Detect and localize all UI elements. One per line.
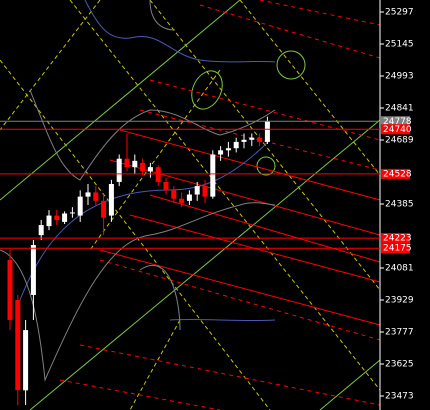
candle-body [77,196,83,216]
candle-body [38,225,44,236]
candle-body [249,137,255,140]
price-label: 24175 [383,244,412,254]
candle-body [132,160,138,168]
y-tick-label: 24385 [385,200,414,210]
price-label: 24778 [383,117,412,127]
candle-body [46,215,52,227]
candle-body [202,186,208,197]
candle-body [15,300,21,391]
candle-body [54,215,60,220]
candle-body [7,260,13,320]
price-label-box [381,124,410,135]
candle-body [101,200,107,218]
y-tick-label: 24081 [385,264,414,274]
candle-body [23,330,29,391]
candle-body [186,194,192,201]
y-tick-label: 25297 [385,8,414,18]
green-lines [0,0,381,410]
y-tick-label: 25145 [385,40,414,50]
candle-body [93,192,99,201]
price-label-box [381,116,410,127]
candle-body [179,198,185,203]
candle-body [69,212,75,214]
candle-body [147,167,153,172]
candle-body [163,181,169,191]
price-label-box [381,168,410,179]
candle-body [108,184,114,216]
candle-body [155,167,161,182]
price-label: 24528 [383,169,412,179]
y-tick-label: 24993 [385,72,414,82]
candle-body [194,186,200,195]
price-label-box [381,233,410,244]
price-label: 24740 [383,125,412,135]
candle-body [30,245,36,295]
candle-body [85,192,91,197]
y-tick-label: 24841 [385,104,414,114]
candle-body [62,213,68,222]
candle-body [241,139,247,142]
candle-body [257,137,263,142]
price-label: 24223 [383,234,412,244]
y-tick-label: 23929 [385,296,414,306]
candle-body [171,190,177,199]
y-tick-label: 24689 [385,136,414,146]
y-tick-label: 23777 [385,328,414,338]
candle-body [124,158,130,168]
candle-body [140,162,146,172]
price-label-box [381,243,410,254]
candle-body [225,148,231,151]
candle-body [218,150,224,155]
candle-body [116,158,122,182]
y-tick-label: 23625 [385,360,414,370]
candle-body [210,154,216,197]
candle-body [233,141,239,149]
candle-body [264,121,270,142]
y-tick-label: 23473 [385,392,414,402]
